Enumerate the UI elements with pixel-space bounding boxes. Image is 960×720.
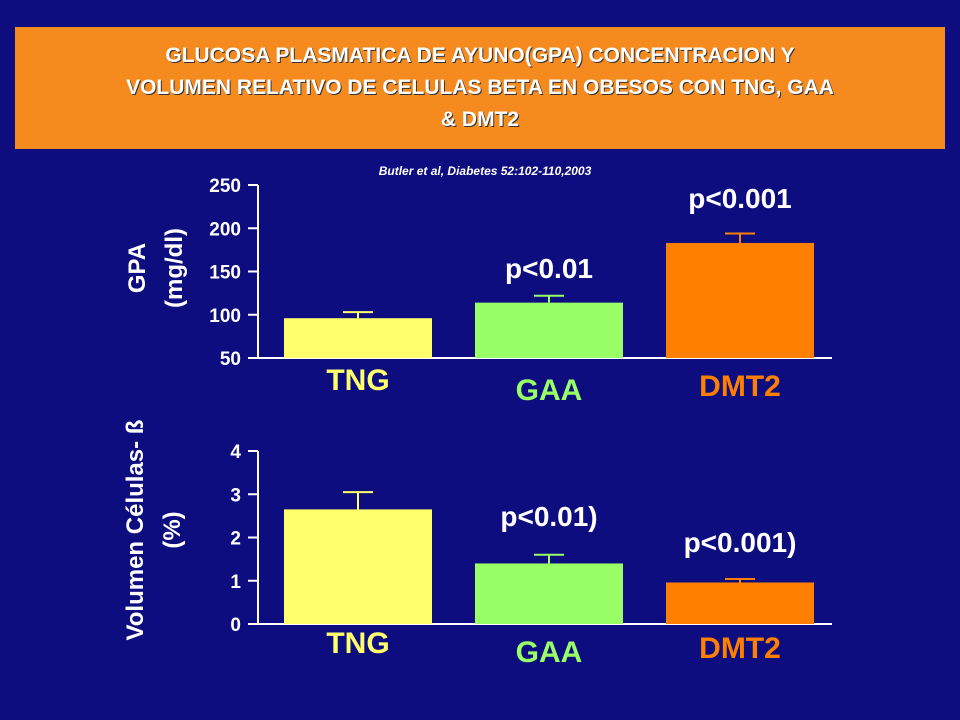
c2-y-tick-label: 4	[230, 442, 241, 463]
c1-bar-gaa	[475, 302, 623, 358]
c2-category-label-tng: TNG	[326, 627, 389, 660]
c1-y-tick-label: 100	[209, 306, 241, 327]
title-banner: GLUCOSA PLASMATICA DE AYUNO(GPA) CONCENT…	[15, 27, 945, 149]
c1-category-label-dmt2: DMT2	[699, 370, 781, 403]
c2-y-tick-label: 3	[230, 485, 241, 506]
c2-y-tick-label: 0	[230, 615, 241, 636]
c2-bar-dmt2	[666, 582, 814, 624]
c2-y-tick-label: 2	[230, 529, 241, 550]
c1-category-label-gaa: GAA	[516, 374, 583, 407]
c2-p-value-label-dmt2: p<0.001)	[684, 527, 797, 558]
title-line-3: & DMT2	[440, 108, 520, 131]
c1-y-tick-label: 50	[220, 349, 241, 370]
c1-y-tick-label: 150	[209, 263, 241, 284]
c1-p-value-label-dmt2: p<0.001	[688, 183, 792, 214]
chart-title: GLUCOSA PLASMATICA DE AYUNO(GPA) CONCENT…	[40, 40, 920, 136]
title-line-2: VOLUMEN RELATIVO DE CELULAS BETA EN OBES…	[126, 76, 834, 99]
c1-bar-dmt2	[666, 242, 814, 358]
title-line-1: GLUCOSA PLASMATICA DE AYUNO(GPA) CONCENT…	[165, 44, 795, 67]
c1-category-label-tng: TNG	[326, 364, 389, 397]
c1-bar-tng	[284, 318, 432, 358]
c2-bar-tng	[284, 509, 432, 624]
c1-y-tick-label: 200	[209, 219, 241, 240]
c1-y-tick-label: 250	[209, 176, 241, 197]
c2-category-label-gaa: GAA	[516, 636, 583, 669]
c2-category-label-dmt2: DMT2	[699, 632, 781, 665]
citation: Butler et al, Diabetes 52:102-110,2003	[378, 164, 592, 178]
c2-bar-gaa	[475, 563, 623, 624]
c2-p-value-label-gaa: p<0.01)	[500, 501, 597, 532]
c1-p-value-label-gaa: p<0.01	[505, 253, 593, 284]
c2-y-axis-label-line: (%)	[159, 511, 186, 548]
c2-y-axis-label-line: Volumen Células- ß	[122, 420, 149, 641]
c1-y-axis-label-line: GPA	[124, 243, 151, 293]
c1-y-axis-label-line: (mg/dl)	[161, 228, 188, 308]
c2-y-tick-label: 1	[230, 572, 241, 593]
